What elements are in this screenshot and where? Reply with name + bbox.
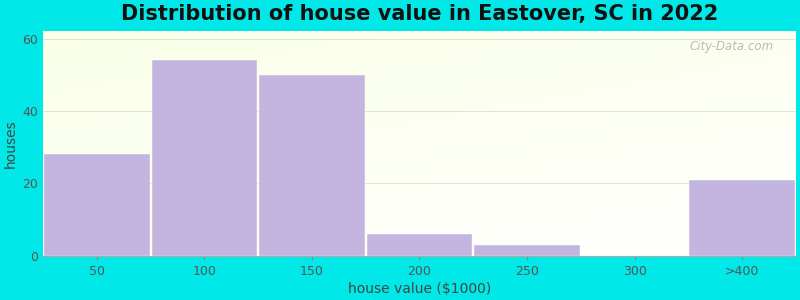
- Text: City-Data.com: City-Data.com: [689, 40, 774, 53]
- Bar: [44, 154, 150, 256]
- Bar: [259, 75, 365, 256]
- X-axis label: house value ($1000): house value ($1000): [348, 282, 491, 296]
- Y-axis label: houses: houses: [4, 119, 18, 168]
- Bar: [474, 245, 580, 256]
- Bar: [690, 180, 794, 256]
- Bar: [152, 60, 257, 256]
- Title: Distribution of house value in Eastover, SC in 2022: Distribution of house value in Eastover,…: [121, 4, 718, 24]
- Bar: [366, 234, 472, 256]
